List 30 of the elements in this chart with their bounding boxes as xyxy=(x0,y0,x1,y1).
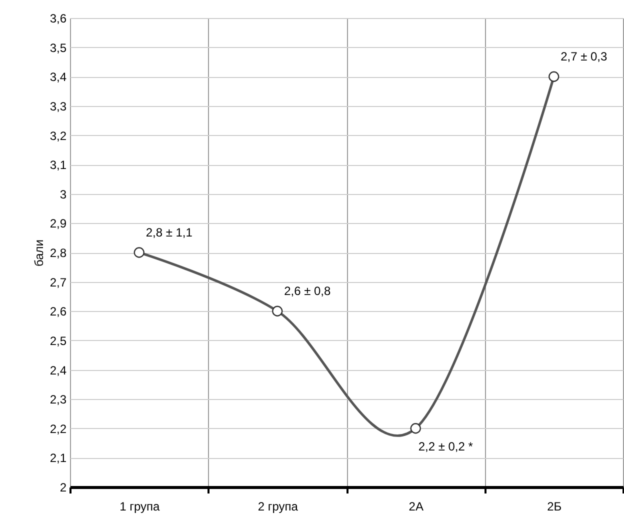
y-tick-label: 3,5 xyxy=(50,40,67,55)
y-tick-label: 3 xyxy=(60,187,67,202)
point xyxy=(548,71,560,82)
text: 2,2 ± 0,2 * xyxy=(418,439,473,454)
y-tick-label: 3,3 xyxy=(50,99,67,114)
y-tick-label: 2,6 xyxy=(50,304,67,319)
y-tick-label: 3,6 xyxy=(50,12,67,26)
text: 2,6 ± 0,8 xyxy=(284,284,331,298)
x-tick-label: 2Б xyxy=(547,500,562,514)
x-tick-label: 2 група xyxy=(258,500,298,514)
y-tick-label: 2,9 xyxy=(50,216,67,231)
text: 2,8 ± 1,1 xyxy=(146,226,192,240)
y-tick-label: 2,8 xyxy=(50,246,67,260)
text: 2,7 ± 0,3 xyxy=(560,50,608,64)
y-tick-label: 2,4 xyxy=(50,363,67,378)
y-tick-label: 2,3 xyxy=(50,392,67,407)
y-tick-label: 2,5 xyxy=(50,334,67,348)
x-tick-label: 2А xyxy=(408,500,424,514)
point xyxy=(410,423,421,434)
y-tick-label: 3,2 xyxy=(50,128,67,143)
x-tick-label: 1 група xyxy=(120,500,160,514)
y-tick-label: 2 xyxy=(60,480,67,494)
y-tick-label: 3,4 xyxy=(50,70,67,84)
point xyxy=(134,247,144,258)
y-tick-label: 2,2 xyxy=(50,422,67,436)
y-axis-title: бали xyxy=(32,240,46,266)
y-tick-label: 2,1 xyxy=(50,451,67,466)
y-tick-label: 2,7 xyxy=(50,275,67,290)
y-tick-label: 3,1 xyxy=(50,158,67,172)
point xyxy=(272,306,283,316)
